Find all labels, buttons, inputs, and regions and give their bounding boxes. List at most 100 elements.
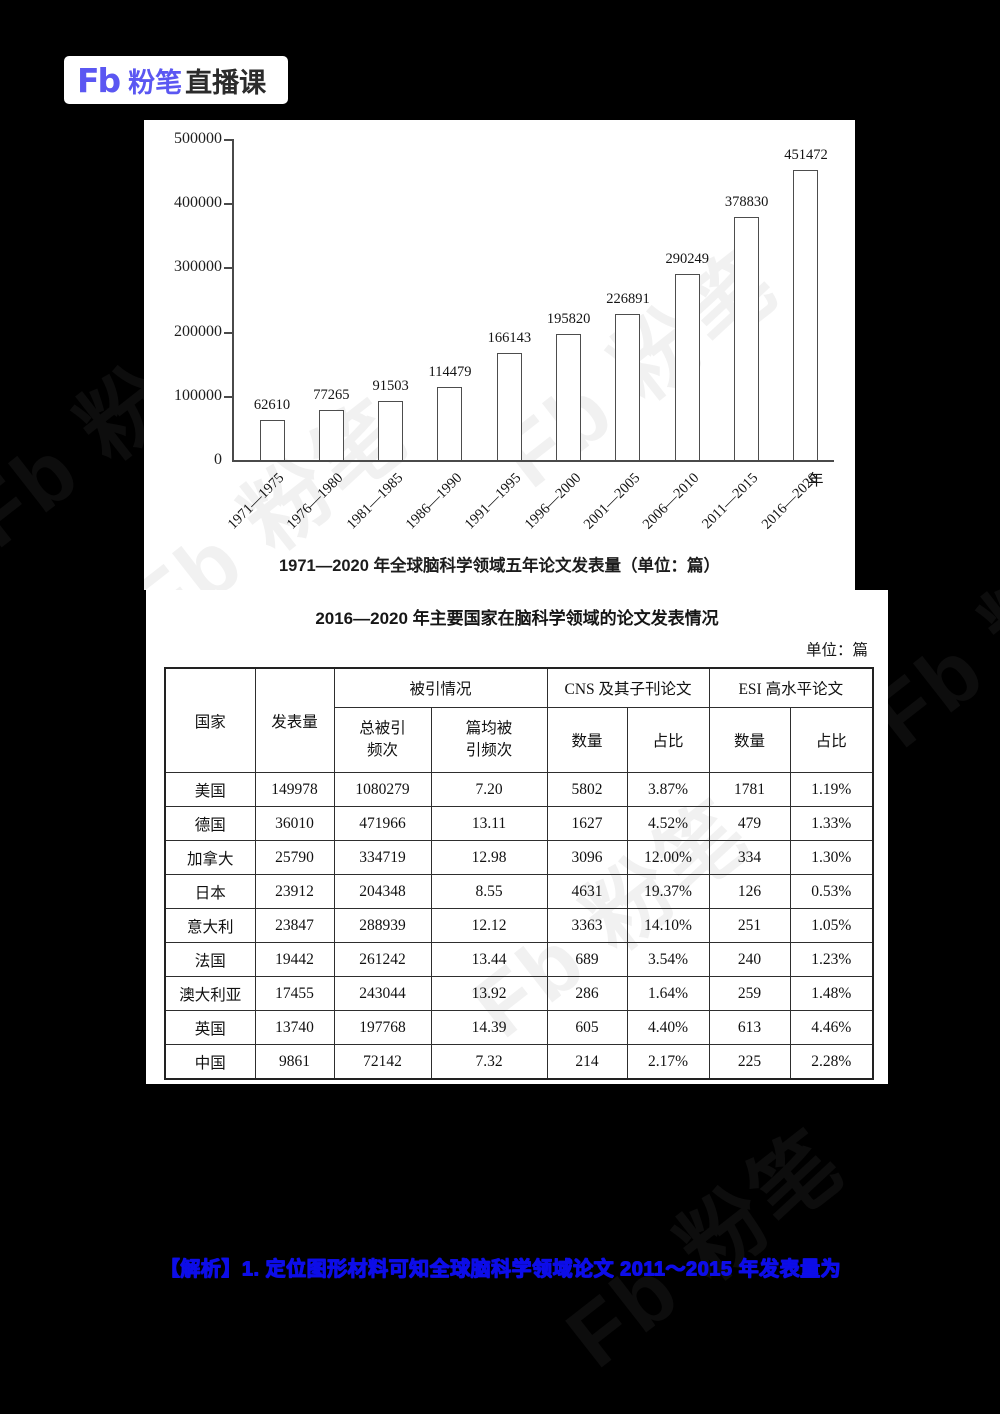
plot-area: 62610 77265 91503 114479 166143 195820 226891 2…	[224, 139, 834, 462]
bar-value-label: 378830	[724, 194, 769, 210]
header-avg-citations-line1: 篇均被	[465, 720, 513, 737]
table-unit-note: 单位：篇	[805, 642, 868, 659]
header-total-citations: 总被引 频次	[333, 707, 432, 773]
cell-esi-count: 126	[708, 874, 791, 909]
table-row: 意大利 23847 288939 12.12 3363 14.10% 251 1…	[164, 908, 874, 943]
cell-publications: 23912	[254, 874, 335, 909]
cell-cns-count: 689	[546, 942, 628, 977]
cell-esi-ratio: 2.28%	[789, 1044, 874, 1080]
bar-1976—1980	[318, 410, 344, 460]
fenbi-logo-icon: Fb	[77, 60, 121, 100]
cell-total-citations: 197768	[333, 1010, 432, 1045]
brand-name-purple: 粉笔	[128, 67, 183, 98]
bar-2011—2015	[734, 217, 760, 460]
cell-country: 美国	[164, 772, 256, 807]
bar-1981—1985	[378, 401, 404, 460]
cell-cns-ratio: 4.40%	[626, 1010, 710, 1045]
data-table-panel: Fb 粉笔 2016—2020 年主要国家在脑科学领域的论文发表情况 单位：篇 …	[146, 590, 888, 1084]
bar-1996—2000	[556, 334, 582, 460]
cell-cns-ratio: 3.54%	[626, 942, 710, 977]
cell-publications: 23847	[254, 908, 335, 943]
header-country: 国家	[164, 667, 256, 773]
cell-cns-ratio: 19.37%	[626, 874, 710, 909]
header-esi-group: ESI 高水平论文	[708, 667, 874, 708]
cell-cns-count: 1627	[546, 806, 628, 841]
cell-avg-citations: 12.98	[430, 840, 548, 875]
bar-chart-panel: Fb 粉笔 Fb 粉笔 500000 400000 300000 200000 …	[144, 120, 855, 590]
cell-esi-count: 225	[708, 1044, 791, 1080]
table-row: 法国 19442 261242 13.44 689 3.54% 240 1.23…	[164, 942, 874, 977]
cell-avg-citations: 7.32	[430, 1044, 548, 1080]
y-axis-label: 200000	[174, 323, 222, 340]
header-esi-count: 数量	[708, 707, 791, 773]
cell-esi-ratio: 1.23%	[789, 942, 874, 977]
bar-2006—2010	[674, 274, 700, 460]
cell-cns-count: 3096	[546, 840, 628, 875]
y-axis-label: 0	[214, 451, 222, 468]
cell-avg-citations: 13.44	[430, 942, 548, 977]
bar-value-label: 226891	[606, 291, 650, 307]
cell-esi-ratio: 0.53%	[789, 874, 874, 909]
x-axis-unit-label: 年	[808, 472, 824, 489]
table-row: 美国 149978 1080279 7.20 5802 3.87% 1781 1…	[164, 772, 874, 807]
brand-name-dark: 直播课	[185, 67, 267, 98]
cell-cns-count: 214	[546, 1044, 628, 1080]
header-publications: 发表量	[254, 667, 335, 773]
cell-country: 英国	[164, 1010, 256, 1045]
cell-cns-ratio: 14.10%	[626, 908, 710, 943]
cell-cns-count: 4631	[546, 874, 628, 909]
cell-esi-ratio: 1.33%	[789, 806, 874, 841]
cell-avg-citations: 14.39	[430, 1010, 548, 1045]
table-row: 加拿大 25790 334719 12.98 3096 12.00% 334 1…	[164, 840, 874, 875]
cell-cns-ratio: 2.17%	[626, 1044, 710, 1080]
y-tick-mark	[224, 139, 232, 141]
cell-esi-ratio: 1.19%	[789, 772, 874, 807]
table-row: 澳大利亚 17455 243044 13.92 286 1.64% 259 1.…	[164, 976, 874, 1011]
chart-title: 1971—2020 年全球脑科学领域五年论文发表量（单位：篇）	[279, 557, 720, 575]
cell-publications: 36010	[254, 806, 335, 841]
brand-logo: Fb 粉笔 直播课	[64, 56, 288, 104]
cell-publications: 25790	[254, 840, 335, 875]
header-avg-citations: 篇均被 引频次	[430, 707, 548, 773]
cell-total-citations: 1080279	[333, 772, 432, 807]
cell-esi-count: 240	[708, 942, 791, 977]
bar-value-label: 91503	[372, 378, 409, 394]
cell-esi-count: 259	[708, 976, 791, 1011]
table-title: 2016—2020 年主要国家在脑科学领域的论文发表情况	[315, 609, 719, 628]
cell-esi-count: 334	[708, 840, 791, 875]
cell-publications: 13740	[254, 1010, 335, 1045]
bar-2001—2005	[615, 314, 641, 460]
bar-value-label: 451472	[784, 147, 828, 163]
cell-total-citations: 334719	[333, 840, 432, 875]
y-tick-mark	[224, 332, 232, 334]
cell-publications: 17455	[254, 976, 335, 1011]
bar-value-label: 195820	[546, 311, 591, 327]
bar-value-label: 166143	[487, 330, 532, 346]
cell-country: 加拿大	[164, 840, 256, 875]
cell-cns-ratio: 3.87%	[626, 772, 710, 807]
cell-total-citations: 471966	[333, 806, 432, 841]
statistics-table: 国家 发表量 被引情况 CNS 及其子刊论文 ESI 高水平论文 总被引 频次 …	[164, 667, 875, 1080]
cell-esi-count: 251	[708, 908, 791, 943]
table-row: 德国 36010 471966 13.11 1627 4.52% 479 1.3…	[164, 806, 874, 841]
bar-1971—1975	[259, 420, 285, 460]
y-tick-mark	[224, 203, 232, 205]
header-citation-group: 被引情况	[333, 667, 548, 708]
cell-esi-ratio: 4.46%	[789, 1010, 874, 1045]
cell-country: 意大利	[164, 908, 256, 943]
cell-esi-ratio: 1.30%	[789, 840, 874, 875]
bar-1991—1995	[496, 353, 522, 460]
cell-country: 法国	[164, 942, 256, 977]
y-axis-label: 300000	[174, 258, 222, 275]
bar-value-label: 62610	[253, 397, 291, 413]
table-row: 中国 9861 72142 7.32 214 2.17% 225 2.28%	[164, 1044, 874, 1080]
cell-publications: 19442	[254, 942, 335, 977]
cell-country: 中国	[164, 1044, 256, 1080]
y-tick-mark	[224, 396, 232, 398]
solution-text: 【解析】1. 定位图形材料可知全球脑科学领域论文 2011～2015 年发表量为	[159, 1258, 841, 1280]
cell-total-citations: 72142	[333, 1044, 432, 1080]
cell-total-citations: 243044	[333, 976, 432, 1011]
header-avg-citations-line2: 引频次	[465, 742, 513, 759]
cell-esi-count: 613	[708, 1010, 791, 1045]
cell-avg-citations: 12.12	[430, 908, 548, 943]
